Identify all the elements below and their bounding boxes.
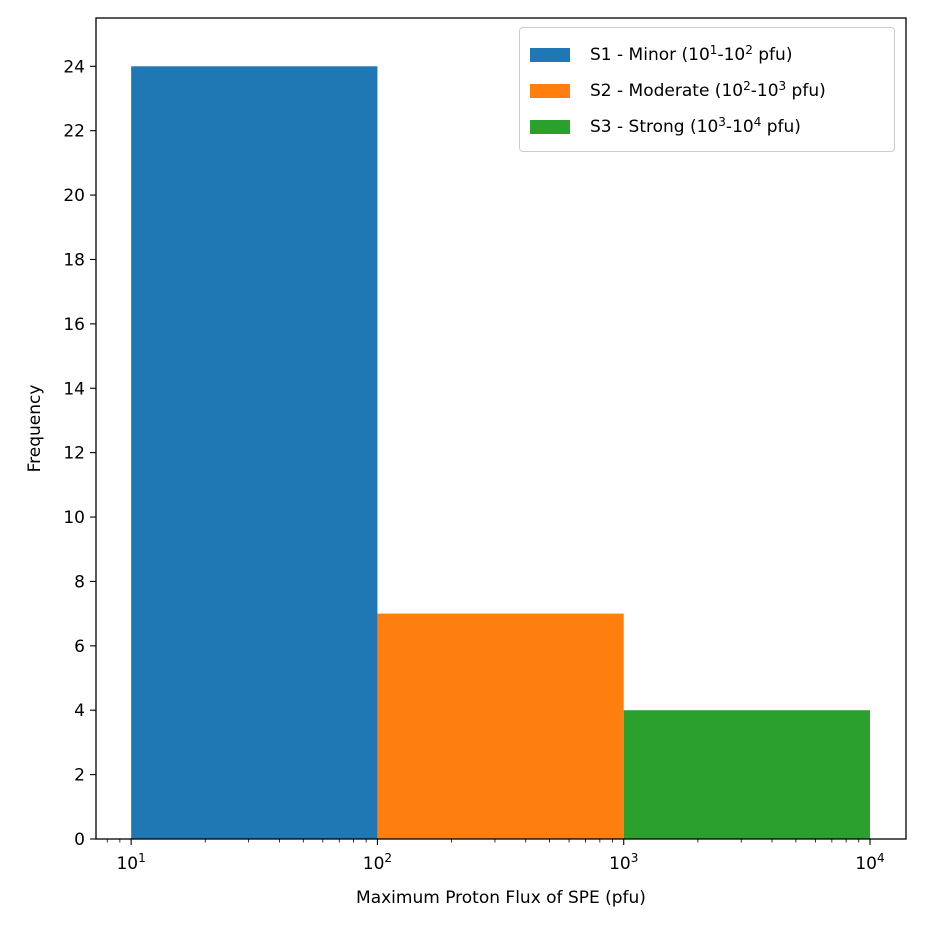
- legend-range-a-exp-s3: 3: [718, 115, 726, 129]
- legend-range-post-s2: pfu): [786, 81, 826, 101]
- legend-range-post-s3: pfu): [761, 117, 801, 137]
- legend-range-a-s1: 10: [688, 45, 710, 65]
- y-tick-label: 18: [63, 250, 85, 270]
- legend-label-s3: S3 - Strong (103-104 pfu): [590, 115, 801, 137]
- x-tick-label: 104: [855, 851, 884, 874]
- legend-range-mid-s1: -: [717, 45, 724, 65]
- y-tick-label: 22: [63, 122, 85, 142]
- y-tick-label: 8: [74, 572, 85, 592]
- bar-s3: [623, 710, 871, 839]
- legend-range-b-s3: 10: [732, 117, 754, 137]
- legend-name-s1: S1 - Minor: [590, 45, 677, 65]
- bars-layer: [131, 66, 871, 839]
- plot-frame: [95, 17, 907, 840]
- bar-s2: [377, 613, 624, 839]
- legend-entry-s2: S2 - Moderate (102-103 pfu): [530, 78, 826, 104]
- bar-s1: [131, 66, 378, 839]
- y-tick-label: 16: [63, 315, 85, 335]
- y-tick-label: 20: [63, 186, 85, 206]
- legend-range-mid-s2: -: [750, 81, 757, 101]
- y-tick-label: 14: [63, 379, 85, 399]
- legend-range-b-exp-s3: 4: [753, 115, 762, 129]
- y-tick-label: 10: [63, 508, 85, 528]
- legend-range-b-s2: 10: [756, 81, 779, 101]
- legend-range-a-s3: 10: [696, 117, 719, 137]
- legend: S1 - Minor (101-102 pfu) S2 - Moderate (…: [519, 27, 895, 152]
- legend-range-post-s1: pfu): [752, 45, 793, 65]
- legend-range-pre-s3: (: [684, 117, 697, 137]
- legend-range-a-exp-s2: 2: [743, 79, 751, 93]
- y-axis-label: Frequency: [25, 385, 45, 473]
- legend-entry-s1: S1 - Minor (101-102 pfu): [530, 42, 792, 68]
- legend-name-s2: S2 - Moderate: [590, 81, 710, 101]
- legend-range-a-exp-s1: 1: [709, 43, 718, 57]
- y-tick-label: 4: [74, 701, 85, 721]
- legend-name-s3: S3 - Strong: [590, 117, 685, 137]
- legend-range-b-s1: 10: [723, 45, 746, 65]
- legend-label-s1: S1 - Minor (101-102 pfu): [590, 43, 793, 65]
- legend-swatch-s2: [530, 84, 570, 98]
- y-tick-label: 12: [63, 444, 85, 464]
- legend-range-a-s2: 10: [721, 81, 744, 101]
- legend-range-pre-s1: (: [676, 45, 689, 65]
- y-tick-label: 0: [74, 830, 85, 850]
- legend-range-b-exp-s1: 2: [745, 43, 753, 57]
- y-tick-label: 6: [74, 637, 85, 657]
- x-axis-label: Maximum Proton Flux of SPE (pfu): [356, 888, 646, 908]
- legend-entry-s3: S3 - Strong (103-104 pfu): [530, 114, 801, 140]
- legend-range-mid-s3: -: [725, 117, 733, 137]
- y-tick-label: 24: [63, 57, 85, 77]
- x-tick-label: 103: [609, 851, 638, 874]
- y-tick-label: 2: [74, 766, 85, 786]
- legend-range-b-exp-s2: 3: [778, 79, 787, 93]
- x-tick-label: 102: [363, 851, 392, 874]
- legend-label-s2: S2 - Moderate (102-103 pfu): [590, 79, 826, 101]
- legend-range-pre-s2: (: [709, 81, 722, 101]
- x-tick-label: 101: [116, 851, 145, 874]
- legend-swatch-s3: [530, 120, 570, 134]
- x-axis-ticks: 101 102 103 104: [106, 839, 885, 874]
- legend-swatch-s1: [530, 48, 570, 62]
